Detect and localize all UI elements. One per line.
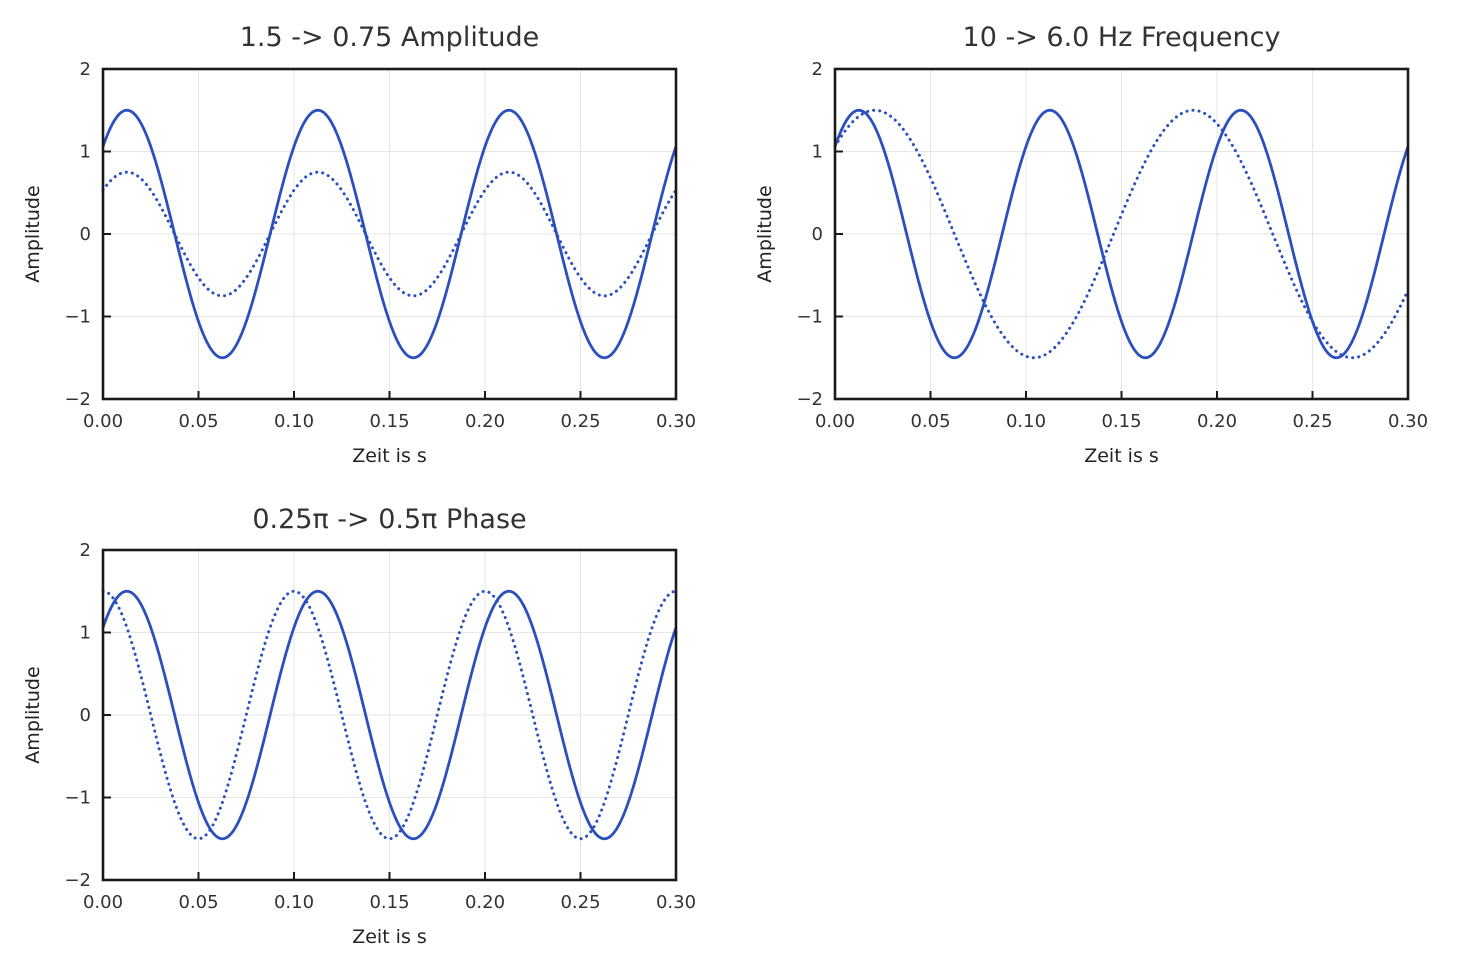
series-line-dotted (101, 589, 678, 841)
y-axis-label: Amplitude (22, 666, 44, 763)
series-line-dotted (833, 108, 1410, 360)
x-tick-label: 0.10 (274, 411, 314, 432)
x-tick-label: 0.25 (560, 892, 600, 913)
x-axis-label: Zeit is s (352, 926, 427, 948)
subplot-1: 0.00 0.05 0.10 0.15 0.20 0.25 0.30 2 1 0 −1 −2 1.5 -… (22, 22, 696, 467)
y-tick-label: 1 (80, 142, 91, 163)
x-tick-label: 0.15 (1101, 411, 1141, 432)
y-tick-label: 0 (80, 705, 91, 726)
y-tick-label: 2 (80, 540, 91, 561)
x-tick-label: 0.30 (656, 892, 696, 913)
x-tick-label: 0.00 (83, 411, 123, 432)
x-tick-label: 0.20 (1197, 411, 1237, 432)
x-axis-label: Zeit is s (1084, 445, 1159, 467)
y-axis-label: Amplitude (22, 185, 44, 282)
y-tick-label: 0 (80, 224, 91, 245)
x-tick-label: 0.00 (83, 892, 123, 913)
y-axis-label: Amplitude (754, 185, 776, 282)
x-tick-label: 0.10 (1006, 411, 1046, 432)
x-tick-label: 0.05 (910, 411, 950, 432)
y-tick-label: 2 (812, 59, 823, 80)
x-tick-label: 0.30 (656, 411, 696, 432)
chart-title: 0.25π -> 0.5π Phase (252, 504, 526, 535)
x-tick-label: 0.15 (369, 892, 409, 913)
chart-title: 10 -> 6.0 Hz Frequency (963, 22, 1281, 53)
y-tick-label: 1 (80, 623, 91, 644)
y-tick-label: 2 (80, 59, 91, 80)
y-tick-label: −2 (796, 389, 823, 410)
y-tick-label: 0 (812, 224, 823, 245)
x-tick-label: 0.10 (274, 892, 314, 913)
subplot-2: 0.00 0.05 0.10 0.15 0.20 0.25 0.30 2 1 0 −1 −2 10 ->… (754, 22, 1428, 467)
series-line-solid (101, 589, 678, 841)
x-axis-label: Zeit is s (352, 445, 427, 467)
x-tick-label: 0.00 (815, 411, 855, 432)
x-tick-label: 0.20 (465, 411, 505, 432)
x-tick-label: 0.20 (465, 892, 505, 913)
y-tick-label: −1 (64, 307, 91, 328)
x-tick-label: 0.15 (369, 411, 409, 432)
y-tick-label: −2 (64, 870, 91, 891)
series-line-solid (101, 108, 678, 360)
x-tick-label: 0.05 (178, 892, 218, 913)
series-line-dotted (101, 170, 678, 298)
x-tick-label: 0.05 (178, 411, 218, 432)
x-tick-label: 0.25 (560, 411, 600, 432)
y-tick-label: −2 (64, 389, 91, 410)
y-tick-label: −1 (796, 307, 823, 328)
y-tick-label: −1 (64, 788, 91, 809)
x-tick-label: 0.25 (1292, 411, 1332, 432)
x-tick-label: 0.30 (1388, 411, 1428, 432)
subplot-3: 0.00 0.05 0.10 0.15 0.20 0.25 0.30 2 1 0 −1 −2 0.25π… (22, 504, 696, 948)
chart-title: 1.5 -> 0.75 Amplitude (240, 22, 540, 53)
y-tick-label: 1 (812, 142, 823, 163)
